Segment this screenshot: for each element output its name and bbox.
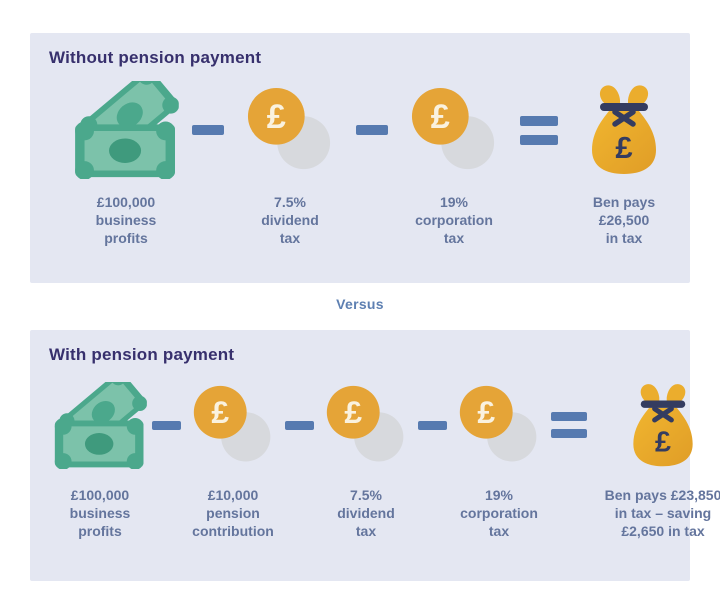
minus-operator — [192, 72, 224, 188]
pound-coin-icon — [192, 384, 274, 466]
panel-with-title: With pension payment — [49, 345, 235, 364]
pound-coin-icon — [246, 86, 334, 174]
equation-row-with: £100,000 business profits £10,000 pensio… — [30, 369, 720, 541]
minus-icon — [356, 125, 388, 135]
money-bag-icon — [624, 381, 702, 470]
pound-coin-icon — [458, 384, 540, 466]
minus-operator — [418, 369, 447, 481]
item-label: Ben pays £23,850 in tax – saving £2,650 … — [604, 487, 720, 540]
item-business-profits: £100,000 business profits — [48, 369, 152, 541]
item-label: £10,000 pension contribution — [192, 487, 274, 540]
equals-icon — [551, 412, 587, 438]
minus-operator — [285, 369, 314, 481]
icon-box — [325, 369, 407, 481]
pound-coin-icon — [410, 86, 498, 174]
icon-box — [624, 369, 702, 481]
minus-icon — [152, 420, 181, 430]
minus-icon — [285, 420, 314, 430]
item-label: £100,000 business profits — [95, 194, 157, 247]
banknotes-icon — [73, 81, 179, 179]
icon-box — [73, 72, 179, 188]
item-dividend-tax: 7.5% dividend tax — [224, 72, 356, 248]
minus-icon — [418, 420, 447, 430]
panel-without-title: Without pension payment — [49, 48, 262, 67]
item-label: 19% corporation tax — [460, 487, 538, 540]
item-pension-contribution: £10,000 pension contribution — [181, 369, 285, 541]
minus-operator — [356, 72, 388, 188]
icon-box — [582, 72, 666, 188]
equals-operator — [551, 369, 587, 481]
versus-label: Versus — [336, 296, 384, 312]
item-label: 7.5% dividend tax — [261, 194, 319, 247]
item-total-tax-saving: Ben pays £23,850 in tax – saving £2,650 … — [587, 369, 720, 541]
minus-operator — [152, 369, 181, 481]
equals-icon — [520, 115, 558, 145]
item-label: £100,000 business profits — [69, 487, 131, 540]
item-corporation-tax: 19% corporation tax — [447, 369, 551, 541]
item-label: 7.5% dividend tax — [337, 487, 395, 540]
item-business-profits: £100,000 business profits — [60, 72, 192, 248]
item-label: Ben pays £26,500 in tax — [592, 194, 656, 247]
item-total-tax: Ben pays £26,500 in tax — [558, 72, 690, 248]
icon-box — [410, 72, 498, 188]
item-corporation-tax: 19% corporation tax — [388, 72, 520, 248]
item-dividend-tax: 7.5% dividend tax — [314, 369, 418, 541]
icon-box — [246, 72, 334, 188]
equation-row-without: £100,000 business profits 7.5% dividend … — [30, 72, 690, 248]
minus-icon — [192, 125, 224, 135]
equals-operator — [520, 72, 558, 188]
icon-box — [53, 369, 147, 481]
item-label: 19% corporation tax — [415, 194, 493, 247]
pound-coin-icon — [325, 384, 407, 466]
panel-with-pension: With pension payment £100,000 business p… — [30, 330, 720, 581]
icon-box — [458, 369, 540, 481]
money-bag-icon — [582, 82, 666, 178]
icon-box — [192, 369, 274, 481]
banknotes-icon — [53, 382, 147, 469]
panel-without-pension: Without pension payment £100,000 busines… — [30, 33, 690, 283]
